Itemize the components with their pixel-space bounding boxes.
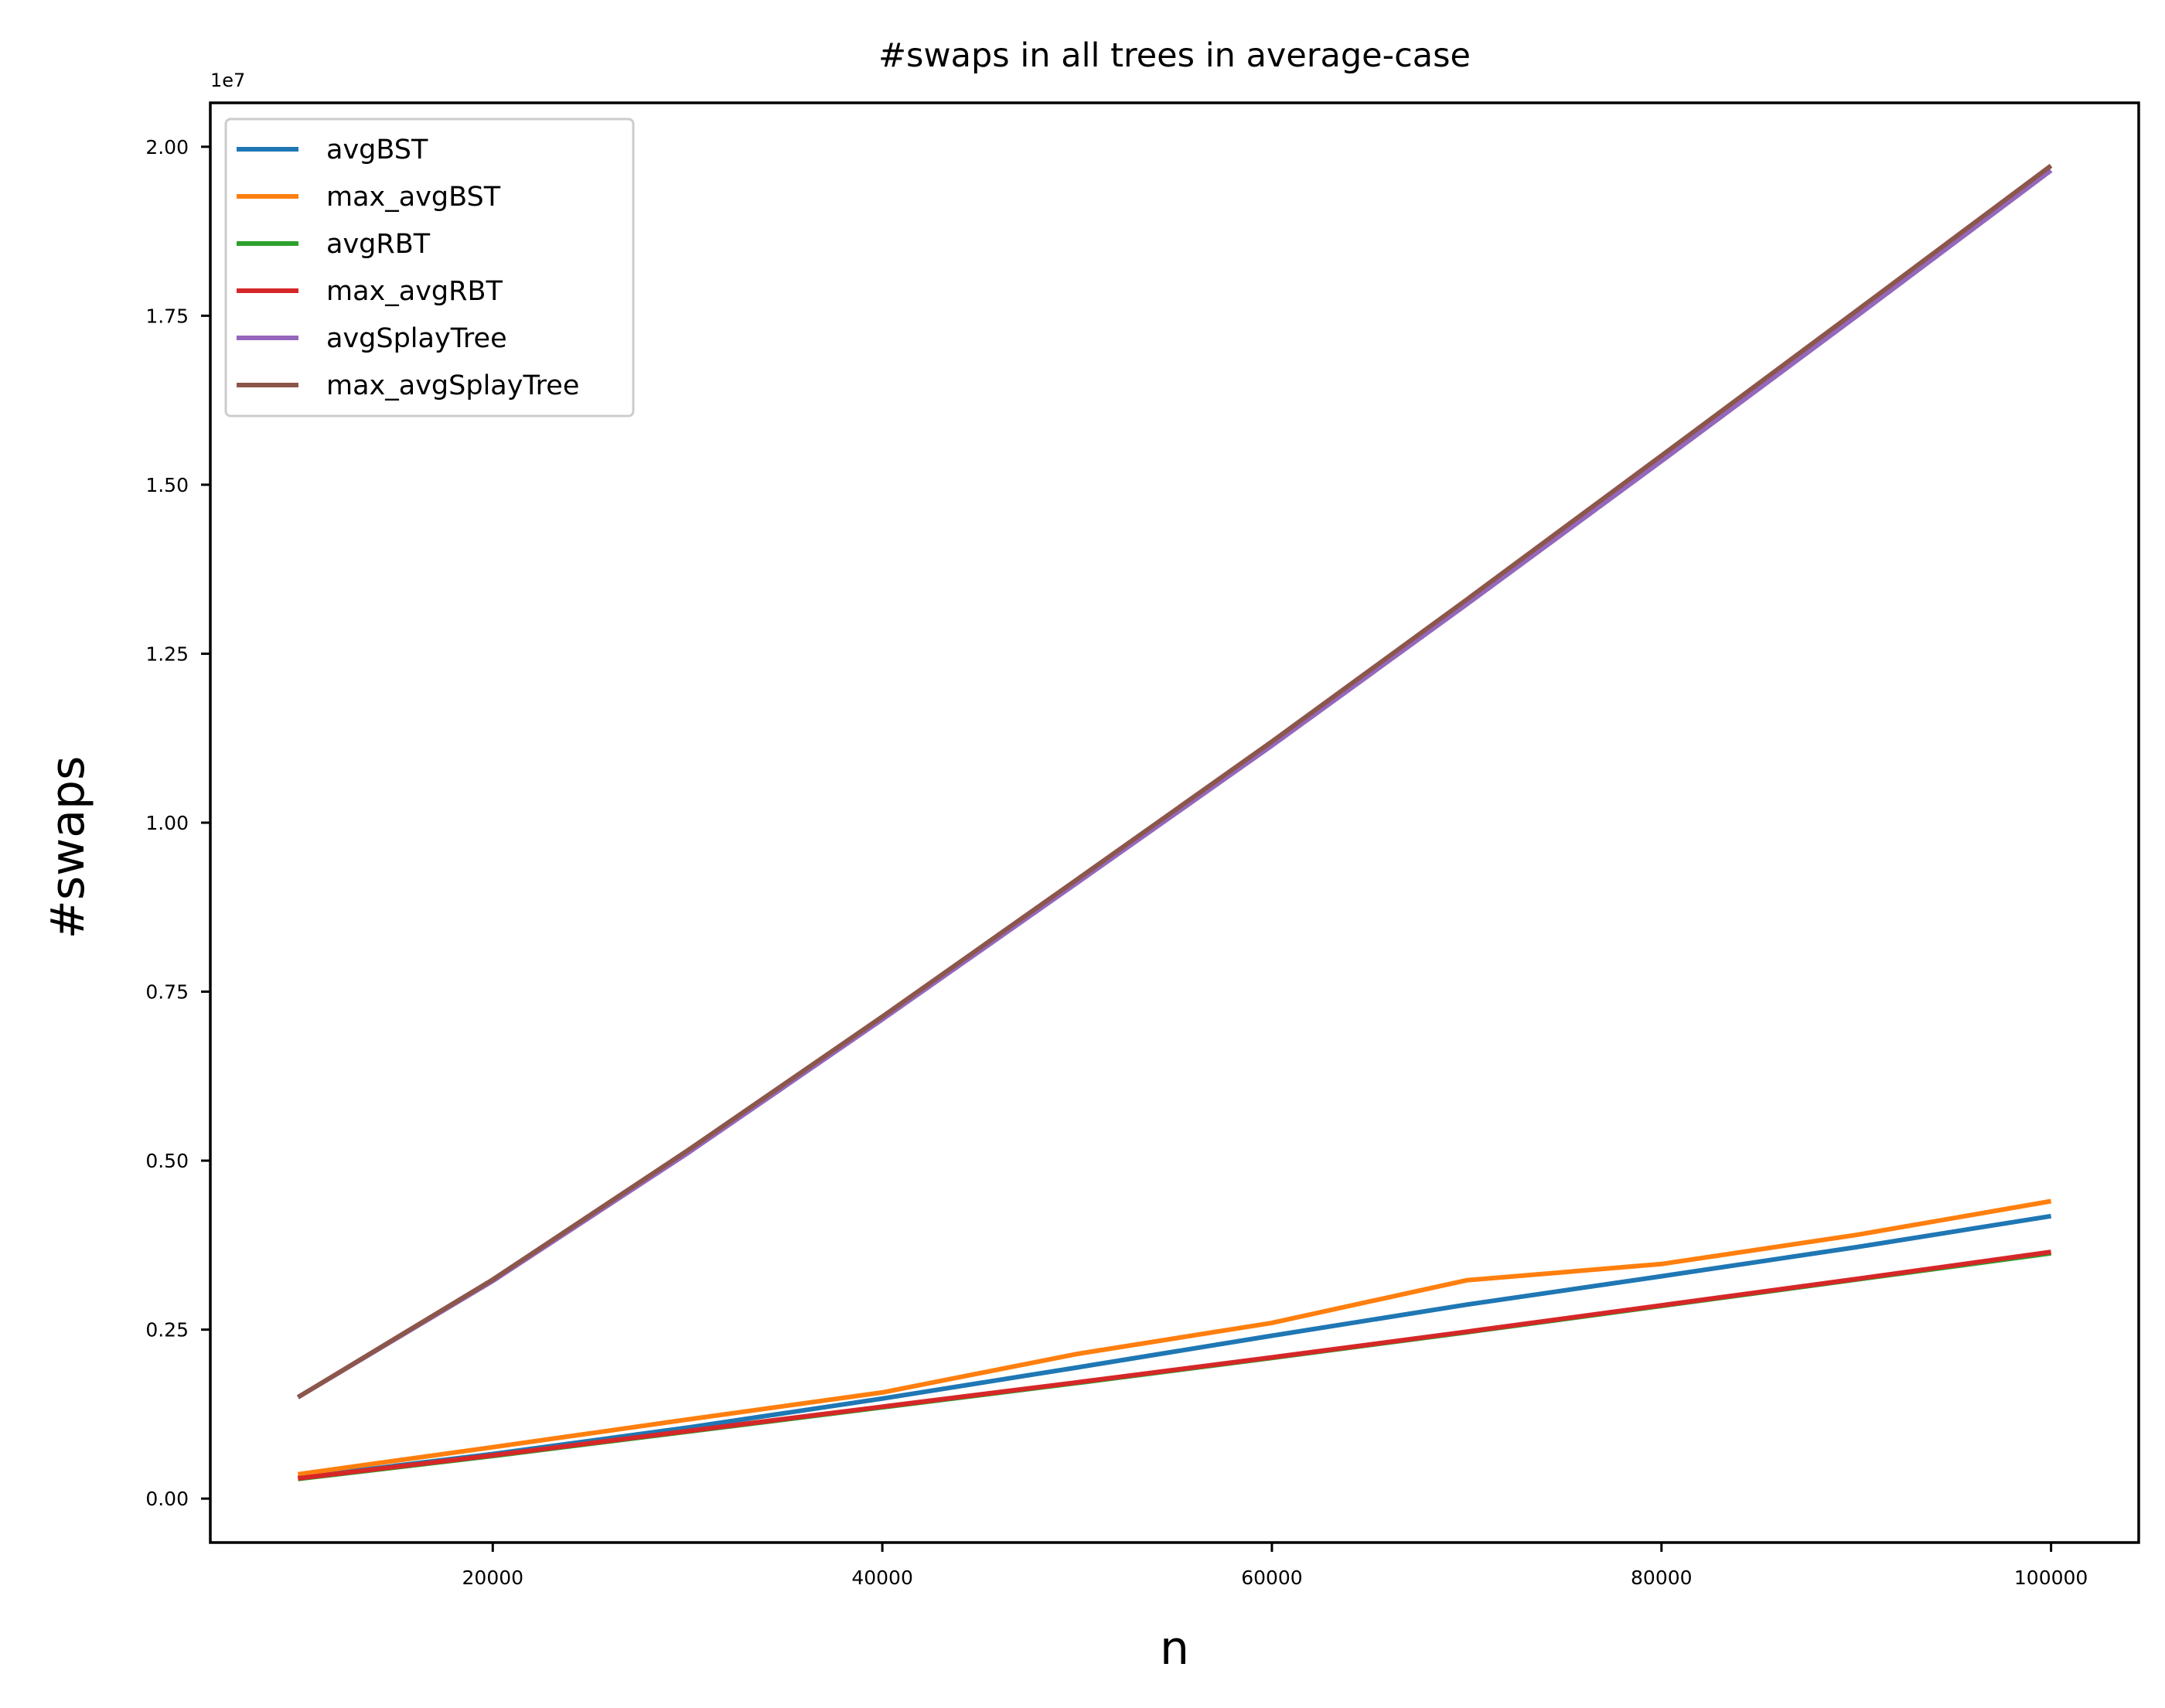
series-line-avgBST <box>298 1213 2052 1481</box>
legend-label-avgBST: avgBST <box>326 135 428 165</box>
series-line-max_avgSplayTree <box>296 163 2053 1399</box>
x-tick-label: 20000 <box>462 1567 524 1589</box>
x-tick-label: 40000 <box>851 1567 913 1589</box>
y-tick-label: 1.50 <box>145 474 189 496</box>
legend-box <box>224 118 635 418</box>
legend: avgBST max_avgBST avgRBT max_avgRBT avgSplay… <box>224 118 635 418</box>
y-axis-ticks: 0.00 0.25 0.50 0.75 1.00 1.25 1.50 1.75 2.00 <box>145 136 210 1510</box>
legend-label-avgRBT: avgRBT <box>326 229 431 260</box>
chart-title: #swaps in all trees in average-case <box>878 36 1471 75</box>
x-tick-label: 100000 <box>2014 1567 2088 1589</box>
plot-area: 20000 40000 60000 80000 100000 0.000.250.500… <box>145 101 2140 1589</box>
plot-frame <box>209 101 2140 1544</box>
y-axis-offset-text: 1e7 <box>210 70 245 91</box>
y-tick-label: 0.75 <box>145 981 189 1004</box>
legend-label-max_avgSplayTree: max_avgSplayTree <box>326 370 579 401</box>
series-lines <box>296 163 2053 1481</box>
y-tick-label: 0.50 <box>145 1150 189 1172</box>
y-tick-label: 0.00 <box>145 1488 189 1510</box>
series-line-max_avgBST <box>297 1198 2052 1477</box>
y-tick-label: 0.25 <box>145 1319 189 1342</box>
legend-label-max_avgRBT: max_avgRBT <box>326 276 503 307</box>
y-tick-label: 1.00 <box>145 812 189 834</box>
x-tick-label: 60000 <box>1241 1567 1303 1589</box>
legend-label-avgSplayTree: avgSplayTree <box>326 323 507 354</box>
x-axis-ticks: 20000 40000 60000 80000 100000 <box>462 1543 2088 1589</box>
series-line-max_avgRBT <box>298 1249 2052 1481</box>
x-tick-label: 80000 <box>1631 1567 1693 1589</box>
y-axis-label: #swaps <box>41 756 95 939</box>
y-tick-label: 1.25 <box>145 643 189 665</box>
y-tick-label: 1.75 <box>145 305 189 327</box>
legend-label-max_avgBST: max_avgBST <box>326 182 501 213</box>
x-axis-label: n <box>1160 1621 1189 1676</box>
legend-entries: avgBST max_avgBST avgRBT max_avgRBT avgSplay… <box>237 135 579 401</box>
y-tick-label: 2.00 <box>145 136 189 159</box>
